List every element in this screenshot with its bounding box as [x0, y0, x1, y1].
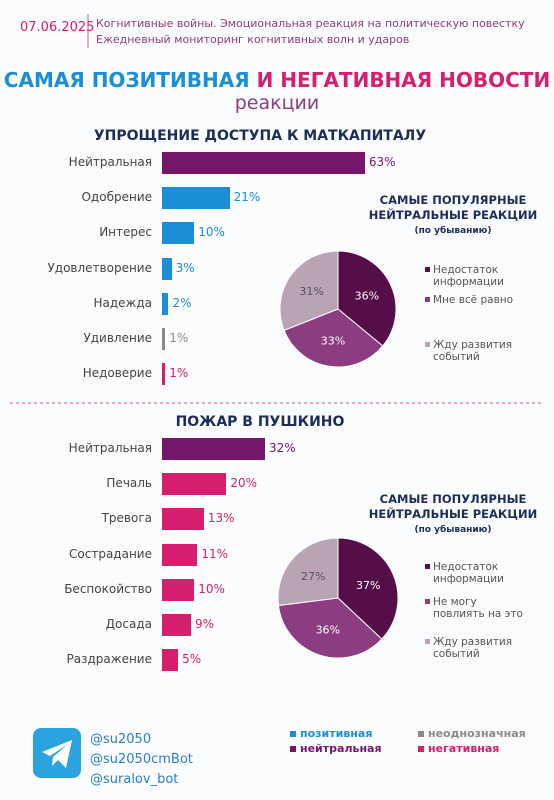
bar-label: Тревога	[101, 511, 152, 526]
legend-swatch	[425, 297, 430, 302]
bar-label: Надежда	[93, 295, 152, 310]
pie-label: 31%	[299, 285, 323, 298]
pie-title: САМЫЕ ПОПУЛЯРНЫЕ НЕЙТРАЛЬНЫЕ РЕАКЦИИ	[368, 193, 538, 222]
telegram-icon	[33, 728, 81, 778]
legend-swatch	[425, 267, 430, 272]
bar	[162, 473, 227, 496]
value-label: 5%	[182, 652, 202, 667]
legend-swatch	[290, 746, 296, 752]
title: САМАЯ ПОЗИТИВНАЯ И НЕГАТИВНАЯ НОВОСТИ	[0, 68, 554, 92]
bar-label: Печаль	[106, 476, 152, 491]
bar	[162, 508, 204, 531]
bar	[162, 187, 230, 210]
legend-label: позитивная	[300, 727, 373, 740]
pie-label: 36%	[316, 623, 340, 636]
value-label: 13%	[207, 511, 235, 526]
value-label: 2%	[172, 295, 192, 310]
date: 07.06.2025	[20, 20, 95, 35]
pie-label: 33%	[321, 335, 345, 348]
legend-swatch	[418, 731, 424, 737]
bar-label: Интерес	[99, 225, 152, 240]
pie-label: 27%	[301, 570, 325, 583]
pie-slice	[277, 537, 339, 607]
bar-label: Нейтральная	[68, 155, 152, 169]
pie-label: 37%	[356, 579, 380, 592]
pie-title: САМЫЕ ПОПУЛЯРНЫЕ НЕЙТРАЛЬНЫЕ РЕАКЦИИ	[368, 492, 538, 521]
bar	[162, 222, 195, 245]
bar-title: ПОЖАР В ПУШКИНО	[175, 414, 345, 430]
value-label: 21%	[233, 190, 261, 205]
bar-label: Беспокойство	[64, 581, 152, 596]
bar-title: УПРОЩЕНИЕ ДОСТУПА К МАТКАПИТАЛУ	[93, 128, 427, 144]
bar	[162, 578, 195, 601]
bar	[162, 152, 365, 174]
bar-label: Одобрение	[81, 190, 152, 205]
telegram-plane	[42, 740, 72, 768]
bar	[162, 292, 169, 315]
legend-label: Мне всё равно	[433, 294, 514, 306]
subtitle: реакции	[234, 92, 320, 114]
pie-label: 36%	[355, 289, 379, 302]
legend-label: Жду развития событий	[433, 636, 513, 660]
pie-slice	[337, 250, 397, 347]
header-line: Ежедневный мониторинг когнитивных волн и…	[96, 33, 410, 46]
pie-slice	[283, 308, 384, 368]
bar	[162, 363, 166, 386]
bar	[162, 543, 198, 566]
handle: @suralov_bot	[90, 772, 179, 787]
bar-label: Досада	[105, 617, 152, 631]
value-label: 11%	[201, 546, 229, 561]
legend-swatch	[425, 639, 430, 644]
value-label: 9%	[194, 617, 215, 631]
value-label: 3%	[175, 260, 195, 275]
legend-label: нейтральная	[300, 742, 382, 755]
value-label: 20%	[230, 476, 258, 491]
bar	[162, 649, 179, 672]
value-label: 63%	[368, 155, 396, 169]
legend-swatch	[290, 731, 296, 737]
pie-slice	[337, 537, 399, 640]
legend-label: Не могу повлиять на это	[433, 596, 523, 620]
legend-swatch	[425, 342, 430, 347]
legend-label: Жду развития событий	[433, 339, 513, 363]
value-label: 32%	[269, 441, 296, 455]
bar	[162, 438, 266, 460]
legend-label: Недостаток информации	[433, 264, 504, 288]
legend-label: Недостаток информации	[433, 561, 504, 585]
handle: @su2050cmBot	[90, 752, 193, 767]
bar-label: Раздражение	[66, 652, 152, 667]
bar-label: Недоверие	[82, 366, 152, 381]
legend-swatch	[425, 599, 430, 604]
bar-label: Сострадание	[69, 546, 152, 561]
pie-slice	[279, 250, 339, 332]
handle: @su2050	[90, 732, 152, 747]
pie-subtitle: (по убыванию)	[414, 226, 492, 236]
value-label: 1%	[169, 331, 189, 345]
legend-label: неоднозначная	[428, 727, 526, 740]
bar-label: Удовлетворение	[47, 260, 152, 275]
pie-slice	[277, 597, 383, 659]
legend-label: негативная	[428, 742, 500, 755]
value-label: 10%	[198, 581, 225, 596]
bar	[162, 257, 172, 280]
legend-swatch	[425, 564, 430, 569]
bar	[162, 328, 166, 350]
pie-subtitle: (по убыванию)	[414, 525, 492, 535]
legend-swatch	[418, 746, 424, 752]
header-line: Когнитивные войны. Эмоциональная реакция…	[96, 17, 525, 30]
value-label: 10%	[198, 225, 225, 240]
title-part: И НЕГАТИВНАЯ НОВОСТИ	[256, 68, 551, 92]
bar-label: Удивление	[83, 331, 152, 345]
value-label: 1%	[169, 366, 189, 381]
bar-label: Нейтральная	[68, 441, 152, 455]
title-part: САМАЯ ПОЗИТИВНАЯ	[3, 68, 250, 92]
bar	[162, 614, 191, 636]
